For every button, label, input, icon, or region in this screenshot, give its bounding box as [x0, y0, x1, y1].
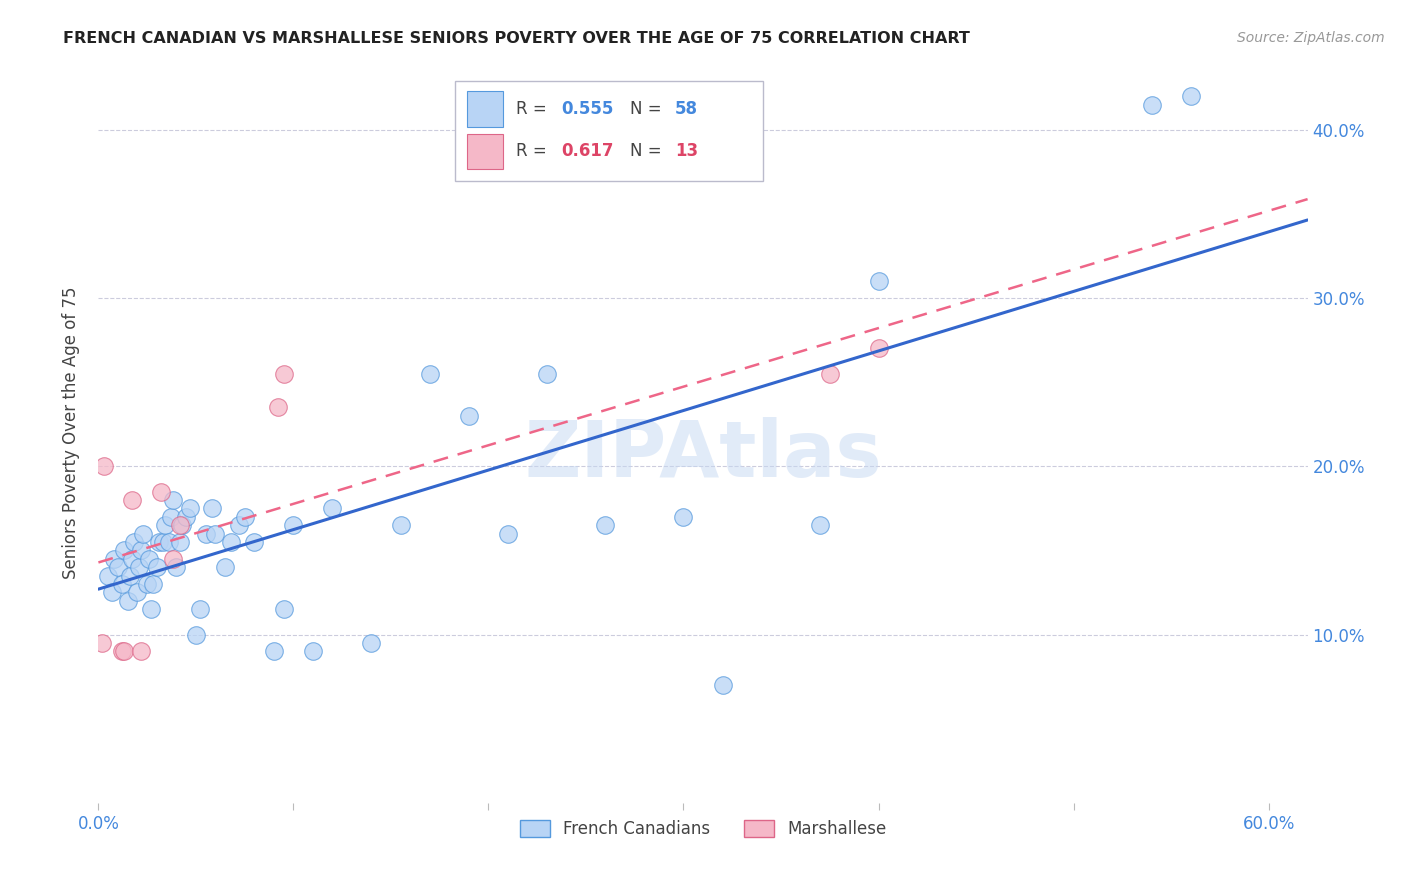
Point — [188, 602, 211, 616]
Point — [672, 509, 695, 524]
Point — [1140, 97, 1163, 112]
Point — [263, 644, 285, 658]
Point — [157, 535, 180, 549]
Point — [146, 560, 169, 574]
Point — [165, 560, 187, 574]
Point — [131, 543, 153, 558]
Point — [360, 636, 382, 650]
Point — [302, 644, 325, 658]
Point — [117, 594, 139, 608]
Point — [103, 551, 125, 566]
Point — [179, 501, 201, 516]
Text: ZIPAtlas: ZIPAtlas — [524, 417, 882, 493]
Point — [214, 560, 236, 574]
Point — [153, 518, 176, 533]
Point — [818, 367, 841, 381]
Bar — [467, 134, 503, 169]
Point — [169, 535, 191, 549]
Point — [152, 535, 174, 549]
Point — [169, 518, 191, 533]
Point — [228, 518, 250, 533]
Point — [142, 577, 165, 591]
Point — [138, 551, 160, 566]
Point — [283, 518, 305, 533]
Point — [91, 636, 114, 650]
FancyBboxPatch shape — [456, 81, 763, 181]
Point — [184, 627, 207, 641]
Point — [121, 492, 143, 507]
Point — [131, 644, 153, 658]
Point — [321, 501, 343, 516]
Point — [808, 518, 831, 533]
Point — [112, 543, 135, 558]
Point — [174, 509, 197, 524]
Point — [233, 509, 256, 524]
Text: N =: N = — [630, 100, 668, 118]
Point — [148, 535, 170, 549]
Point — [93, 459, 115, 474]
Point — [496, 526, 519, 541]
Point — [128, 560, 150, 574]
Text: N =: N = — [630, 143, 668, 161]
Point — [159, 509, 181, 524]
Point — [711, 678, 734, 692]
Y-axis label: Seniors Poverty Over the Age of 75: Seniors Poverty Over the Age of 75 — [62, 286, 80, 579]
Point — [111, 577, 134, 591]
Text: Source: ZipAtlas.com: Source: ZipAtlas.com — [1237, 31, 1385, 45]
Point — [111, 644, 134, 658]
Point — [101, 585, 124, 599]
Text: FRENCH CANADIAN VS MARSHALLESE SENIORS POVERTY OVER THE AGE OF 75 CORRELATION CH: FRENCH CANADIAN VS MARSHALLESE SENIORS P… — [63, 31, 970, 46]
Point — [267, 401, 290, 415]
Point — [162, 492, 184, 507]
Point — [273, 367, 295, 381]
Point — [127, 585, 149, 599]
Point — [194, 526, 217, 541]
Text: 0.617: 0.617 — [561, 143, 614, 161]
Point — [97, 568, 120, 582]
Bar — [467, 91, 503, 127]
Point — [868, 274, 890, 288]
Point — [136, 577, 159, 591]
Point — [419, 367, 441, 381]
Point — [172, 518, 194, 533]
Text: 13: 13 — [675, 143, 699, 161]
Point — [536, 367, 558, 381]
Point — [139, 602, 162, 616]
Point — [243, 535, 266, 549]
Text: 0.555: 0.555 — [561, 100, 614, 118]
Point — [112, 644, 135, 658]
Point — [204, 526, 226, 541]
Text: R =: R = — [516, 100, 551, 118]
Point — [107, 560, 129, 574]
Point — [1180, 89, 1202, 103]
Text: R =: R = — [516, 143, 551, 161]
Point — [132, 526, 155, 541]
Point — [200, 501, 222, 516]
Text: 58: 58 — [675, 100, 699, 118]
Point — [149, 484, 172, 499]
Point — [122, 535, 145, 549]
Point — [121, 551, 143, 566]
Point — [219, 535, 242, 549]
Point — [389, 518, 412, 533]
Point — [118, 568, 141, 582]
Point — [458, 409, 481, 423]
Point — [868, 342, 890, 356]
Legend: French Canadians, Marshallese: French Canadians, Marshallese — [512, 812, 894, 847]
Point — [162, 551, 184, 566]
Point — [595, 518, 617, 533]
Point — [273, 602, 295, 616]
